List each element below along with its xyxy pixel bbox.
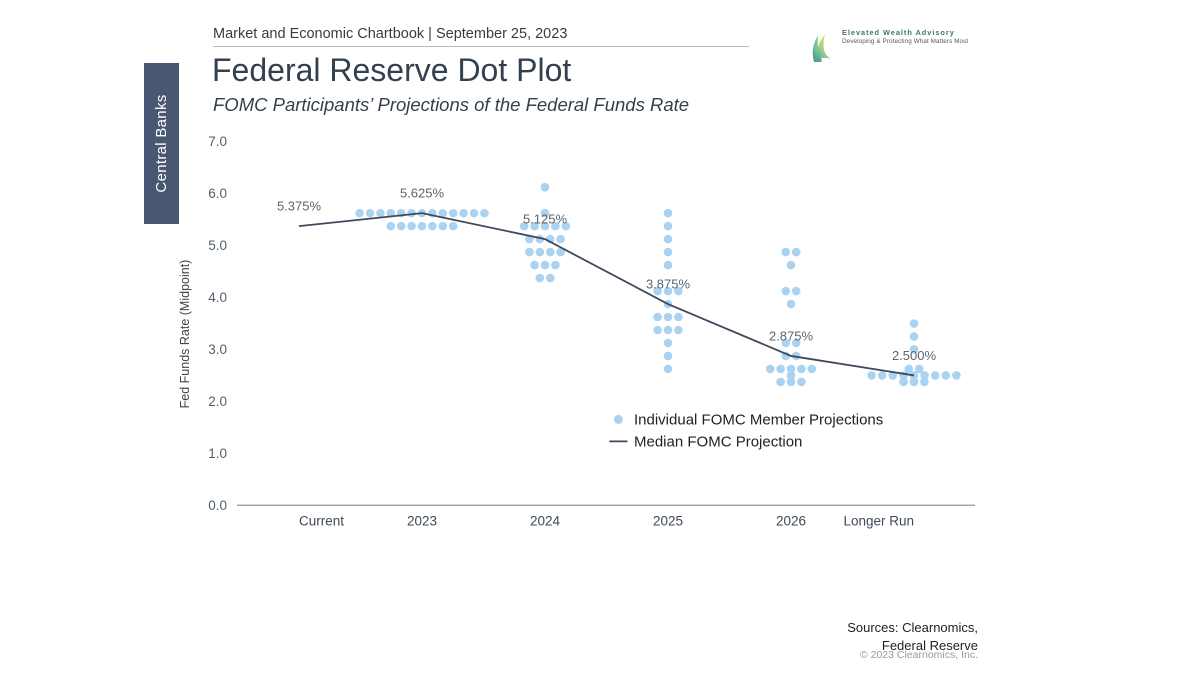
svg-text:2024: 2024 [530,513,561,528]
svg-text:1.0: 1.0 [208,446,227,461]
svg-text:0.0: 0.0 [208,498,227,513]
svg-text:Individual FOMC Member Project: Individual FOMC Member Projections [634,411,883,428]
svg-text:5.375%: 5.375% [277,199,322,214]
svg-text:Current: Current [299,513,344,528]
svg-text:2.500%: 2.500% [892,348,937,363]
svg-text:2023: 2023 [407,513,437,528]
svg-text:5.0: 5.0 [208,238,227,253]
svg-text:2.875%: 2.875% [769,328,814,343]
svg-text:6.0: 6.0 [208,186,227,201]
svg-text:Longer Run: Longer Run [843,513,914,528]
svg-text:2025: 2025 [653,513,683,528]
svg-text:5.125%: 5.125% [523,212,568,227]
svg-text:4.0: 4.0 [208,290,227,305]
svg-text:5.625%: 5.625% [400,186,445,201]
svg-text:3.875%: 3.875% [646,277,691,292]
svg-text:2.0: 2.0 [208,394,227,409]
svg-text:3.0: 3.0 [208,342,227,357]
svg-text:2026: 2026 [776,513,806,528]
svg-text:Median FOMC Projection: Median FOMC Projection [634,433,802,450]
svg-text:7.0: 7.0 [208,134,227,149]
